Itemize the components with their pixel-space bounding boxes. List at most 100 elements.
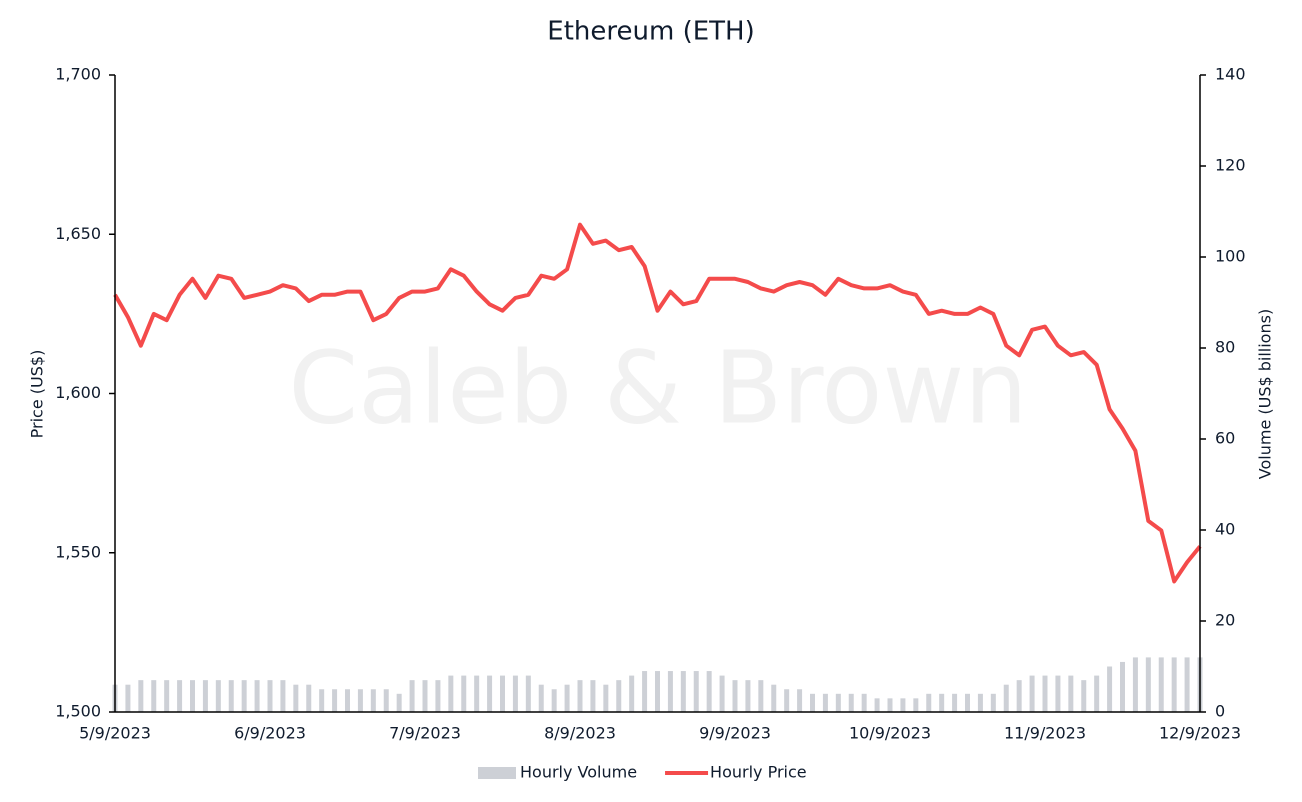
y-tick-label: 1,500 xyxy=(55,702,101,721)
volume-bar xyxy=(1081,680,1087,712)
volume-bar xyxy=(512,675,518,712)
y2-axis-label: Volume (US$ billions) xyxy=(1256,309,1275,479)
volume-bar xyxy=(332,689,338,712)
volume-bar xyxy=(655,671,660,712)
volume-bar xyxy=(913,698,919,712)
volume-bar xyxy=(1120,661,1125,712)
volume-bar xyxy=(500,675,505,712)
y2-tick-label: 80 xyxy=(1215,338,1235,357)
x-tick-label: 11/9/2023 xyxy=(1004,724,1086,743)
volume-bar xyxy=(758,680,764,712)
volume-bar xyxy=(771,684,777,712)
volume-bar xyxy=(629,675,635,712)
volume-bar xyxy=(202,680,208,712)
legend-label: Hourly Volume xyxy=(520,763,637,782)
volume-bar xyxy=(667,671,673,712)
volume-bar xyxy=(616,680,622,712)
volume-bar xyxy=(357,689,363,712)
x-tick-label: 5/9/2023 xyxy=(79,724,151,743)
volume-bar xyxy=(1055,675,1061,712)
volume-bar xyxy=(1184,657,1190,712)
volume-bar xyxy=(474,675,480,712)
x-tick-label: 10/9/2023 xyxy=(849,724,931,743)
volume-bar xyxy=(965,693,970,712)
x-tick-label: 8/9/2023 xyxy=(544,724,616,743)
volume-bar xyxy=(1003,684,1009,712)
volume-bar xyxy=(680,671,686,712)
volume-bar xyxy=(125,684,131,712)
volume-bar xyxy=(887,698,893,712)
volume-bar xyxy=(977,693,983,712)
volume-bar xyxy=(254,680,260,712)
volume-bar xyxy=(267,680,273,712)
price-line xyxy=(113,222,1202,584)
volume-bar xyxy=(1158,657,1164,712)
y2-tick-label: 120 xyxy=(1215,156,1246,175)
volume-bar xyxy=(590,680,596,712)
volume-bar xyxy=(435,680,441,712)
volume-bar xyxy=(810,693,815,712)
volume-bar xyxy=(164,680,170,712)
y-tick-label: 1,700 xyxy=(55,65,101,84)
volume-bar xyxy=(293,684,299,712)
volume-bar xyxy=(784,689,790,712)
volume-bar xyxy=(461,675,467,712)
x-tick-label: 9/9/2023 xyxy=(699,724,771,743)
volume-bar xyxy=(822,693,828,712)
watermark: Caleb & Brown xyxy=(288,329,1027,446)
volume-bar xyxy=(1042,675,1048,712)
x-tick-label: 12/9/2023 xyxy=(1159,724,1241,743)
volume-bar xyxy=(603,684,609,712)
volume-bar xyxy=(732,680,738,712)
legend-swatch xyxy=(478,767,516,779)
volume-bar xyxy=(719,675,725,712)
volume-bar xyxy=(409,680,415,712)
volume-bar xyxy=(525,675,531,712)
y2-tick-label: 140 xyxy=(1215,65,1246,84)
volume-bar xyxy=(577,680,583,712)
volume-bar xyxy=(900,698,906,712)
volume-bar xyxy=(280,680,286,712)
volume-bar xyxy=(1016,680,1022,712)
x-tick-label: 7/9/2023 xyxy=(389,724,461,743)
volume-bar xyxy=(538,684,544,712)
volume-bar xyxy=(177,680,183,712)
volume-bar xyxy=(551,689,557,712)
volume-bar xyxy=(952,693,958,712)
volume-bar xyxy=(564,684,570,712)
volume-bar xyxy=(190,680,195,712)
y2-tick-label: 40 xyxy=(1215,520,1235,539)
volume-bar xyxy=(228,680,234,712)
volume-bar xyxy=(138,680,144,712)
volume-bar xyxy=(990,693,996,712)
volume-bar xyxy=(1132,657,1138,712)
volume-bar xyxy=(926,693,932,712)
volume-bar xyxy=(835,693,841,712)
volume-bar xyxy=(487,675,493,712)
volume-bar xyxy=(1171,657,1177,712)
y-tick-label: 1,550 xyxy=(55,542,101,561)
volume-bar xyxy=(706,671,712,712)
volume-bar xyxy=(1094,675,1100,712)
volume-bar xyxy=(345,689,350,712)
volume-bar xyxy=(396,693,402,712)
volume-bar xyxy=(693,671,699,712)
y-axis-label: Price (US$) xyxy=(28,350,47,439)
volume-bar xyxy=(848,693,854,712)
volume-bar xyxy=(874,698,880,712)
y2-tick-label: 20 xyxy=(1215,611,1235,630)
y-tick-label: 1,650 xyxy=(55,224,101,243)
volume-bar xyxy=(370,689,376,712)
y2-tick-label: 60 xyxy=(1215,429,1235,448)
legend-label: Hourly Price xyxy=(710,763,807,782)
volume-bar xyxy=(861,693,867,712)
volume-bar xyxy=(797,689,803,712)
x-tick-label: 6/9/2023 xyxy=(234,724,306,743)
volume-bar xyxy=(422,680,428,712)
volume-bar xyxy=(642,671,648,712)
volume-bar xyxy=(448,675,454,712)
volume-bar xyxy=(1029,675,1035,712)
volume-bar xyxy=(939,693,945,712)
volume-bar xyxy=(745,680,751,712)
